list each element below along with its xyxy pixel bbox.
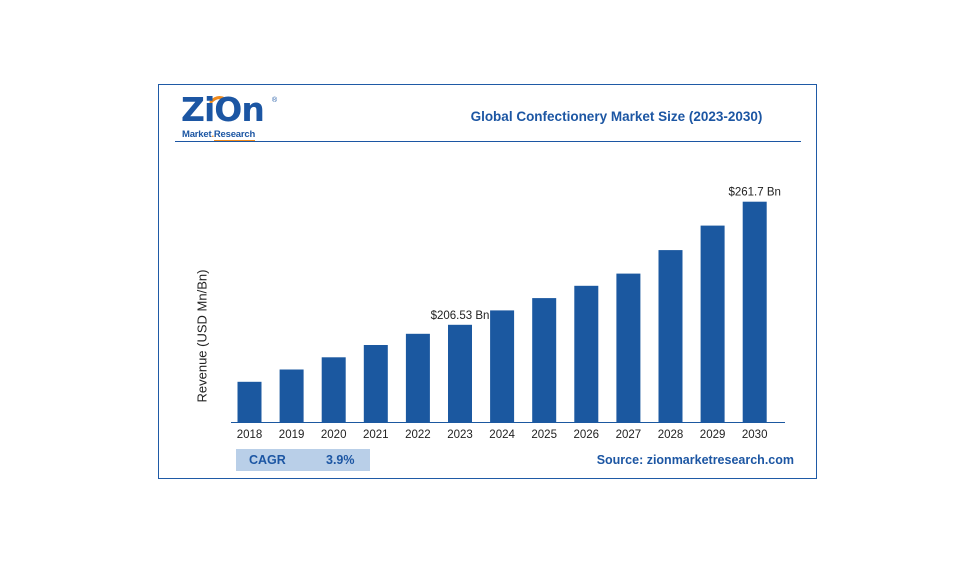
cagr-value: 3.9% xyxy=(326,453,355,467)
data-label-2023: $206.53 Bn xyxy=(431,310,490,322)
header-divider xyxy=(175,141,801,142)
bar-2019 xyxy=(279,369,304,422)
x-tick-label: 2018 xyxy=(237,429,263,441)
x-tick-label: 2021 xyxy=(363,429,389,441)
chart-card: ZiOn ® Market.Research Global Confection… xyxy=(158,84,817,479)
bar-2020 xyxy=(321,357,346,422)
bar-2030 xyxy=(742,201,767,422)
logo-swoosh-icon xyxy=(209,96,227,104)
bar-2026 xyxy=(574,285,599,422)
x-tick-label: 2019 xyxy=(279,429,305,441)
data-label-2030: $261.7 Bn xyxy=(728,187,780,199)
x-tick-label: 2028 xyxy=(658,429,684,441)
x-tick-label: 2029 xyxy=(700,429,726,441)
x-tick-label: 2030 xyxy=(742,429,768,441)
x-tick-label: 2020 xyxy=(321,429,347,441)
bar-2018 xyxy=(237,381,262,422)
chart-title: Global Confectionery Market Size (2023-2… xyxy=(470,109,763,124)
bar-2029 xyxy=(700,225,725,422)
zion-logo: ZiOn ® Market.Research xyxy=(181,90,281,141)
bar-2025 xyxy=(532,298,557,422)
logo-wordmark: ZiOn xyxy=(181,90,265,129)
x-tick-label: 2025 xyxy=(531,429,557,441)
bar-chart: 2018 2019 2020 2021 2022 2023 2024 2025 2026 2027… xyxy=(231,187,785,441)
bar-2024 xyxy=(490,310,515,422)
x-tick-label: 2024 xyxy=(489,429,515,441)
bar-2028 xyxy=(658,250,683,422)
registered-mark: ® xyxy=(272,97,278,104)
cagr-label: CAGR xyxy=(249,453,286,467)
cagr-box: CAGR 3.9% xyxy=(236,449,370,471)
source-text: Source: zionmarketresearch.com xyxy=(596,453,794,467)
bar-2022 xyxy=(405,333,430,422)
x-tick-label: 2026 xyxy=(574,429,600,441)
x-tick-label: 2022 xyxy=(405,429,431,441)
x-tick-label: 2027 xyxy=(616,429,642,441)
bar-2027 xyxy=(616,273,641,422)
bar-2023 xyxy=(448,324,472,422)
logo-subtitle: Market.Research xyxy=(182,129,256,141)
x-tick-label: 2023 xyxy=(447,429,473,441)
bar-2021 xyxy=(363,345,388,422)
